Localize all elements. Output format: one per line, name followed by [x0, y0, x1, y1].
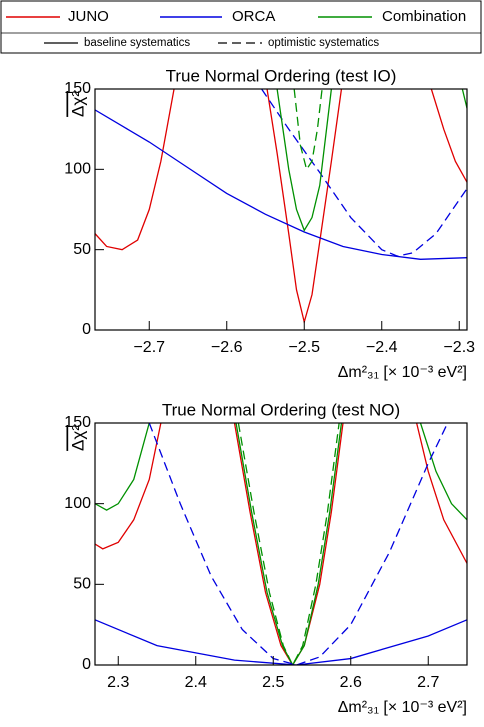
- x-tick-label: 2.3: [107, 674, 129, 691]
- x-tick-label: −2.3: [443, 339, 475, 356]
- x-tick-label: 2.7: [417, 674, 439, 691]
- plot-area: [95, 423, 467, 665]
- series-line: [95, 423, 467, 665]
- series-line: [261, 89, 467, 257]
- y-tick-label: 150: [64, 414, 91, 431]
- series-line: [95, 109, 467, 260]
- x-tick-label: −2.7: [133, 339, 165, 356]
- plot-area: [95, 89, 467, 325]
- x-tick-label: −2.6: [211, 339, 243, 356]
- legend-box: [0, 0, 482, 54]
- y-axis-label: Δχ²: [68, 425, 87, 451]
- y-tick-label: 150: [64, 80, 91, 97]
- y-axis-label: Δχ²: [68, 91, 87, 117]
- series-line: [95, 619, 467, 665]
- x-tick-label: 2.4: [185, 674, 207, 691]
- legend-style-label: baseline systematics: [84, 37, 190, 49]
- y-tick-label: 50: [73, 576, 91, 593]
- x-tick-label: 2.6: [340, 674, 362, 691]
- series-line: [95, 423, 467, 665]
- series-line: [148, 423, 449, 665]
- chart-title: True Normal Ordering (test IO): [166, 66, 397, 85]
- series-line: [237, 423, 340, 665]
- legend-label: JUNO: [68, 8, 109, 25]
- y-tick-label: 50: [73, 241, 91, 258]
- legend-style-label: optimistic systematics: [268, 37, 379, 49]
- y-tick-label: 100: [64, 495, 91, 512]
- series-line: [293, 89, 323, 171]
- x-tick-label: −2.5: [288, 339, 320, 356]
- legend-label: Combination: [382, 8, 466, 25]
- x-tick-label: −2.4: [366, 339, 398, 356]
- legend-label: ORCA: [232, 8, 275, 25]
- chart-title: True Normal Ordering (test NO): [162, 400, 400, 419]
- series-line: [276, 89, 467, 232]
- x-axis-label: Δm²₃₁ [× 10⁻³ eV²]: [338, 364, 467, 381]
- plot-frame: [94, 88, 468, 331]
- y-tick-label: 0: [82, 321, 91, 338]
- y-tick-label: 100: [64, 161, 91, 178]
- y-tick-label: 0: [82, 656, 91, 673]
- x-axis-label: Δm²₃₁ [× 10⁻³ eV²]: [338, 699, 467, 716]
- plot-frame: [94, 422, 468, 666]
- series-line: [95, 89, 467, 325]
- x-tick-label: 2.5: [262, 674, 284, 691]
